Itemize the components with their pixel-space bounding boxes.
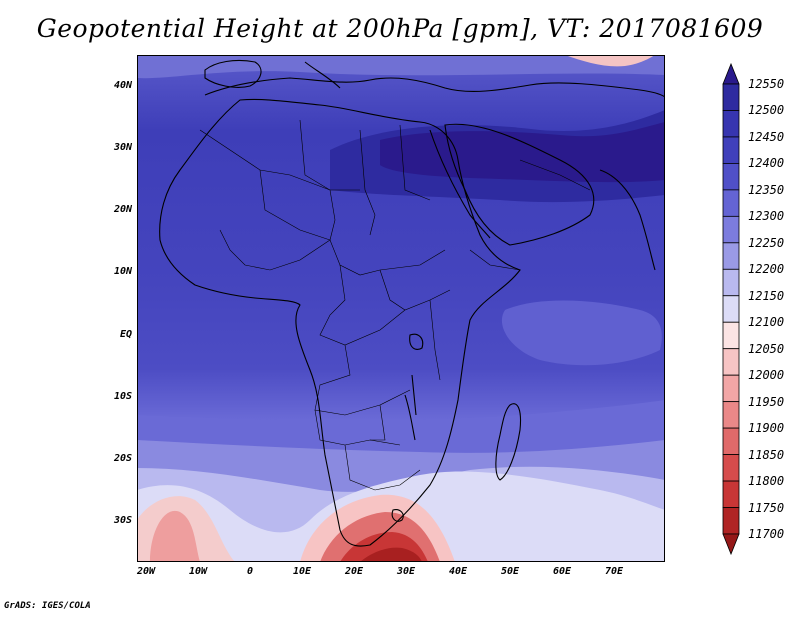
colorbar-swatch bbox=[722, 374, 740, 403]
colorbar-swatch bbox=[722, 454, 740, 482]
lon-label: 10W bbox=[188, 566, 208, 577]
lon-label: 0 bbox=[246, 566, 254, 577]
lat-label: EQ bbox=[119, 329, 132, 340]
colorbar-level-label: 12450 bbox=[748, 129, 785, 144]
colorbar-level-label: 12300 bbox=[748, 209, 785, 224]
height-field bbox=[137, 55, 665, 562]
colorbar-level-label: 11750 bbox=[748, 500, 785, 515]
colorbar-level-label: 12400 bbox=[748, 156, 785, 171]
credit-text: GrADS: IGES/COLA bbox=[4, 601, 91, 611]
coastlines bbox=[159, 59, 665, 547]
lon-label: 60E bbox=[552, 566, 572, 577]
lon-label: 10E bbox=[292, 566, 312, 577]
colorbar-level-label: 11900 bbox=[748, 421, 785, 436]
colorbar-level-label: 11700 bbox=[748, 527, 785, 541]
colorbar-swatch bbox=[722, 136, 740, 164]
colorbar-swatch bbox=[722, 83, 740, 111]
colorbar-level-label: 11950 bbox=[748, 394, 785, 409]
lon-label: 20W bbox=[136, 566, 156, 577]
lon-label: 40E bbox=[448, 566, 468, 577]
colorbar-swatch bbox=[722, 427, 740, 455]
lat-label: 10N bbox=[113, 266, 132, 277]
lat-label: 30N bbox=[113, 142, 132, 153]
colorbar-swatch bbox=[722, 480, 740, 508]
colorbar-level-label: 12250 bbox=[748, 235, 785, 250]
colorbar-swatch bbox=[722, 242, 740, 270]
colorbar-level-label: 12500 bbox=[748, 103, 785, 118]
colorbar-swatch bbox=[722, 348, 740, 376]
colorbar-level-label: 12150 bbox=[748, 288, 785, 303]
colorbar-swatch bbox=[722, 321, 740, 350]
colorbar-swatch bbox=[722, 401, 740, 429]
lat-label: 10S bbox=[113, 391, 132, 402]
lat-label: 30S bbox=[113, 515, 132, 526]
colorbar-level-label: 12000 bbox=[748, 368, 785, 383]
country-borders bbox=[199, 119, 591, 491]
map-frame bbox=[137, 55, 665, 562]
colorbar-level-label: 12050 bbox=[748, 341, 785, 356]
colorbar bbox=[722, 62, 740, 556]
colorbar-level-label: 12550 bbox=[748, 77, 785, 91]
colorbar-swatch bbox=[722, 295, 740, 323]
lon-label: 50E bbox=[500, 566, 520, 577]
colorbar-swatch bbox=[722, 215, 740, 244]
lat-label: 20S bbox=[113, 453, 132, 464]
colorbar-swatch bbox=[722, 163, 740, 191]
colorbar-arrow-bottom bbox=[722, 533, 740, 556]
lat-label: 40N bbox=[113, 80, 132, 91]
lon-label: 70E bbox=[604, 566, 624, 577]
colorbar-level-label: 11800 bbox=[748, 474, 785, 489]
colorbar-swatch bbox=[722, 110, 740, 138]
colorbar-arrow-top bbox=[722, 62, 740, 85]
lat-label: 20N bbox=[113, 204, 132, 215]
lon-label: 30E bbox=[396, 566, 416, 577]
colorbar-level-label: 12350 bbox=[748, 182, 785, 197]
colorbar-level-label: 12200 bbox=[748, 262, 785, 277]
map-title: Geopotential Height at 200hPa [gpm], VT:… bbox=[36, 14, 764, 43]
colorbar-swatch bbox=[722, 268, 740, 297]
colorbar-swatch bbox=[722, 189, 740, 217]
colorbar-level-label: 11850 bbox=[748, 447, 785, 462]
colorbar-level-label: 12100 bbox=[748, 315, 785, 330]
lon-label: 20E bbox=[344, 566, 364, 577]
colorbar-swatch bbox=[722, 507, 740, 535]
